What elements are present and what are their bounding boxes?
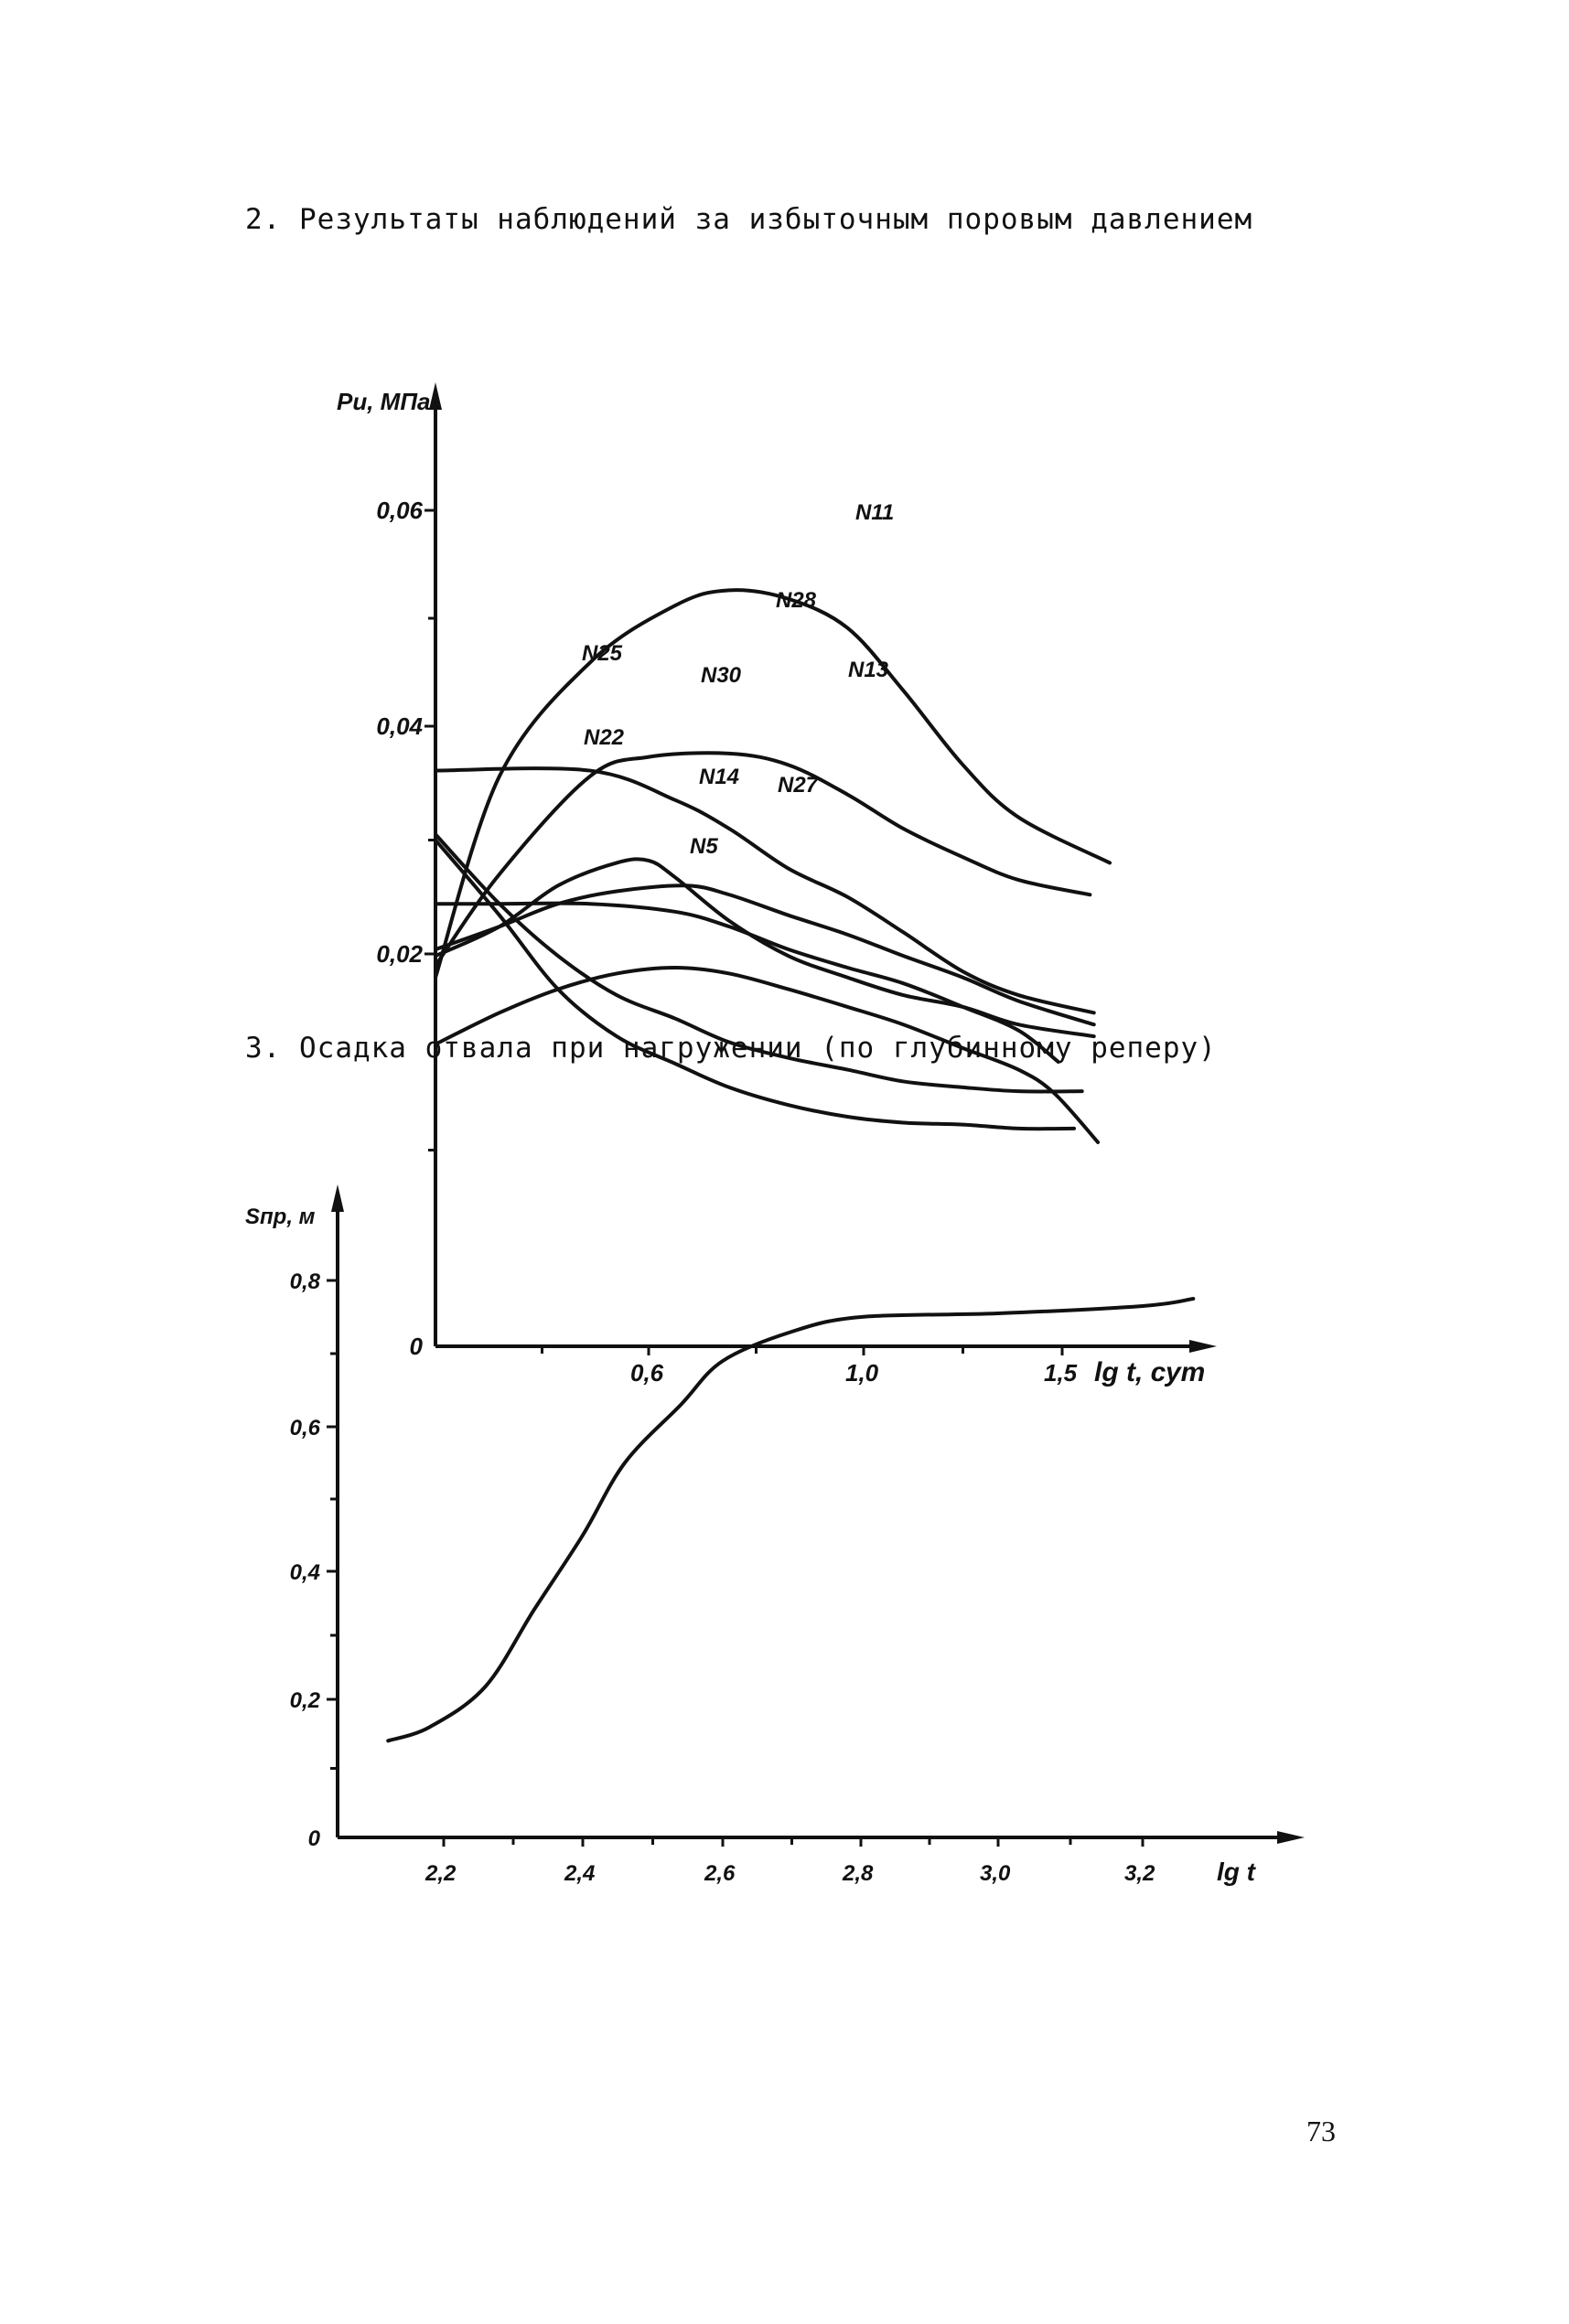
chart2-y-axis-label: Sпр, м xyxy=(245,1205,316,1229)
chart2-x-axis-label: lg t xyxy=(1217,1858,1257,1886)
chart2-x-axis-arrow-icon xyxy=(1277,1831,1305,1844)
chart2-y-tick-label: 0,6 xyxy=(290,1416,321,1440)
chart1-series-label-n22: N22 xyxy=(584,725,625,750)
chart1-x-axis-arrow-icon xyxy=(1189,1340,1217,1353)
chart1-series-label-n28: N28 xyxy=(776,588,817,613)
chart1-y-tick-label: 0,02 xyxy=(376,940,423,968)
chart2-y-tick-label: 0,8 xyxy=(290,1269,321,1294)
chart1-series-label-n11: N11 xyxy=(855,500,894,525)
chart1-y-tick-label: 0 xyxy=(410,1333,424,1360)
chart2-y-tick-label: 0,4 xyxy=(290,1560,320,1585)
chart2-x-tick-label: 3,0 xyxy=(980,1861,1011,1886)
chart2-x-tick-label: 3,2 xyxy=(1124,1861,1155,1886)
chart1-series-label-n14: N14 xyxy=(699,765,739,789)
chart1-series-line-n13 xyxy=(434,766,1096,1015)
chart1-y-tick-label: 0,04 xyxy=(376,712,423,740)
chart2-x-tick-label: 2,4 xyxy=(564,1861,595,1886)
chart1-series-line-n14 xyxy=(434,832,1084,1094)
chart1-series-line-n11 xyxy=(434,588,1112,980)
chart2-y-tick-label: 0,2 xyxy=(290,1688,321,1713)
chart1-series-label-n30: N30 xyxy=(701,663,742,688)
page-number: 73 xyxy=(1306,2115,1336,2147)
chart2-y-axis-arrow-icon xyxy=(331,1184,344,1212)
section-2-title: 2. Результаты наблюдений за избыточным п… xyxy=(245,203,1253,236)
chart1-x-tick-label: 1,5 xyxy=(1044,1359,1078,1387)
chart1-series-line-n25 xyxy=(434,857,1096,1039)
chart1-series-label-n25: N25 xyxy=(582,641,623,666)
chart1-x-tick-label: 0,6 xyxy=(630,1359,664,1387)
chart1-series-line-n22 xyxy=(434,901,1060,1064)
chart1-y-tick-label: 0,06 xyxy=(376,497,423,524)
chart1-series-line-n28 xyxy=(434,751,1092,968)
chart1-x-axis-label: lg t, сут xyxy=(1094,1357,1205,1387)
chart2-y-tick-label: 0 xyxy=(308,1826,321,1851)
chart1-y-axis-arrow-icon xyxy=(429,382,442,410)
chart2-x-tick-label: 2,6 xyxy=(704,1861,736,1886)
chart1-series-line-n5 xyxy=(434,838,1077,1131)
chart1-series-line-n30 xyxy=(434,884,1096,1027)
chart1-series-label-n27: N27 xyxy=(778,773,820,798)
chart1-y-axis-label: Pи, МПа xyxy=(337,388,431,415)
chart1-series-label-n13: N13 xyxy=(848,658,889,682)
chart1-x-tick-label: 1,0 xyxy=(845,1359,879,1387)
chart1-series-label-n5: N5 xyxy=(690,834,718,859)
chart2-x-tick-label: 2,2 xyxy=(424,1861,457,1886)
chart2-series-line-s xyxy=(386,1297,1196,1743)
chart2-x-tick-label: 2,8 xyxy=(842,1861,874,1886)
